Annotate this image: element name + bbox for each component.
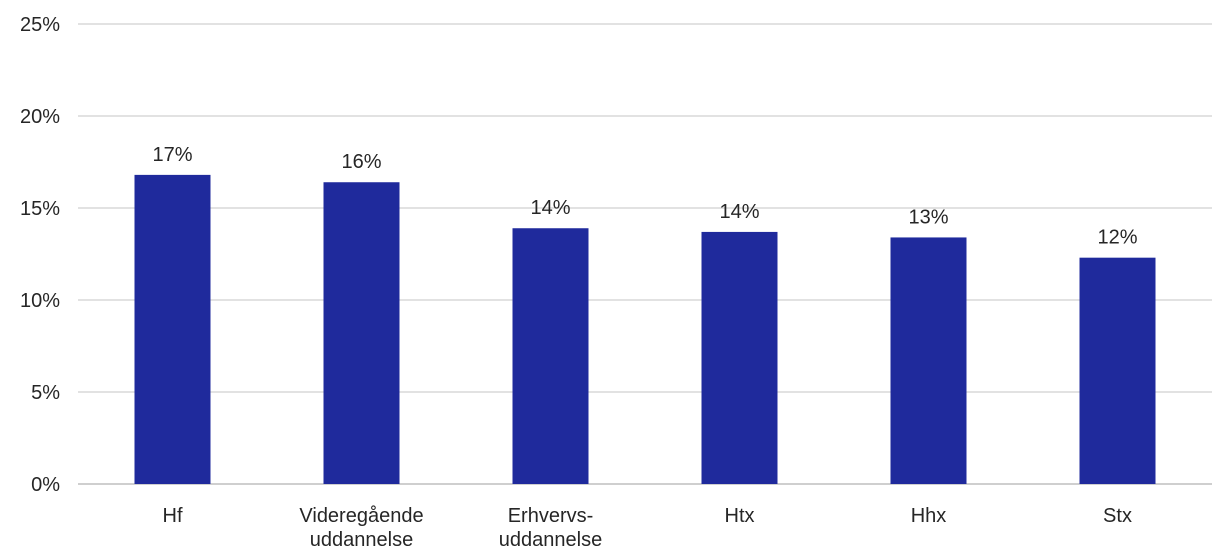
y-tick-label: 5% [31,382,60,404]
bar [890,237,967,484]
data-label: 16% [341,151,381,173]
data-label: 14% [719,201,759,223]
bars [134,174,1156,485]
category-label-line: uddannelse [499,529,602,548]
y-tick-label: 20% [20,106,60,128]
data-label: 17% [152,144,192,166]
bar [1079,257,1156,484]
data-label: 12% [1097,227,1137,249]
category-label-line: Htx [725,505,755,527]
data-labels: 17% 16% 14% 14% 13% 12% [152,144,1137,249]
bar [134,174,211,484]
category-label-line: Hhx [911,505,947,527]
category-label: Hhx [911,505,947,527]
category-label: Hf [163,505,183,527]
category-label-line: Stx [1103,505,1132,527]
category-label: Videregående uddannelse [299,505,423,548]
data-label: 14% [530,197,570,219]
category-label-line: uddannelse [310,529,413,548]
y-tick-label: 15% [20,198,60,220]
bar [701,231,778,484]
category-label-line: Hf [163,505,183,527]
category-label: Stx [1103,505,1132,527]
gridlines [78,23,1212,485]
category-label-line: Erhvervs- [508,505,594,527]
bar [512,228,589,484]
y-tick-label: 25% [20,14,60,36]
x-axis-category-labels: Hf Videregående uddannelseErhvervs-uddanne… [163,505,1132,548]
category-label-line: Videregående [299,505,423,527]
category-label: Htx [725,505,755,527]
y-tick-label: 0% [31,474,60,496]
y-tick-label: 10% [20,290,60,312]
bar [323,182,400,485]
category-label: Erhvervs-uddannelse [499,505,602,548]
y-axis-tick-labels: 0% 5% 10% 15% 20% 25% [20,14,60,496]
data-label: 13% [908,206,948,228]
